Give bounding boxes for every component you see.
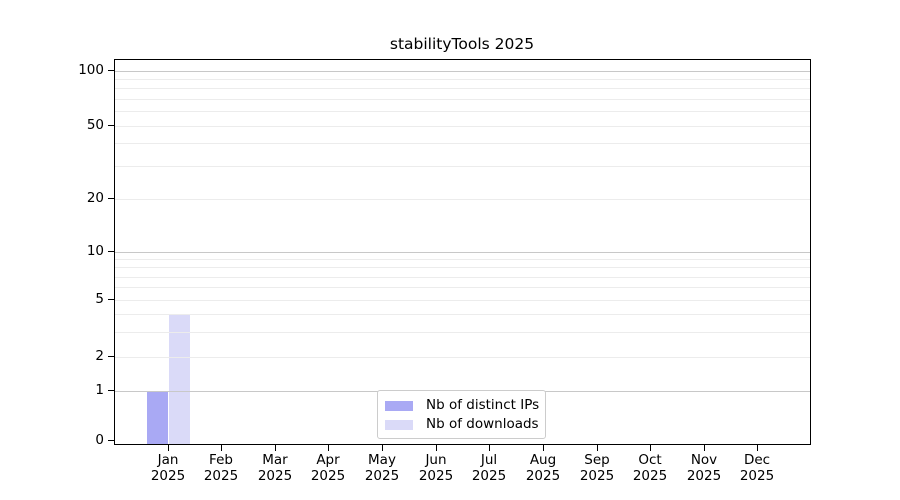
x-axis-tick — [221, 445, 222, 451]
x-axis-tick — [436, 445, 437, 451]
x-axis-tick — [650, 445, 651, 451]
x-axis-tick — [489, 445, 490, 451]
x-axis-tick — [275, 445, 276, 451]
y-axis-tick — [108, 198, 114, 199]
month-label: Oct 2025 — [632, 452, 668, 484]
y-axis-tick — [108, 299, 114, 300]
y-tick-label: 2 — [95, 348, 104, 364]
month-label: Jan 2025 — [150, 452, 186, 484]
minor-gridline — [115, 199, 810, 200]
major-gridline — [115, 71, 810, 72]
month-label: Sep 2025 — [579, 452, 615, 484]
y-tick-label: 10 — [86, 243, 104, 259]
chart-title: stabilityTools 2025 — [389, 35, 535, 53]
y-axis-tick — [108, 251, 114, 252]
minor-gridline — [115, 111, 810, 112]
minor-gridline — [115, 267, 810, 268]
minor-gridline — [115, 314, 810, 315]
y-tick-label: 50 — [86, 117, 104, 133]
legend-swatch-downloads — [385, 420, 413, 430]
minor-gridline — [115, 277, 810, 278]
minor-gridline — [115, 300, 810, 301]
minor-gridline — [115, 357, 810, 358]
minor-gridline — [115, 143, 810, 144]
y-axis-tick — [108, 440, 114, 441]
y-axis-tick — [108, 70, 114, 71]
x-axis-tick — [382, 445, 383, 451]
minor-gridline — [115, 332, 810, 333]
legend-label-distinct-ips: Nb of distinct IPs — [426, 397, 540, 413]
y-tick-label: 100 — [78, 62, 104, 78]
x-axis-tick — [704, 445, 705, 451]
x-axis-tick — [328, 445, 329, 451]
major-gridline — [115, 252, 810, 253]
legend: Nb of distinct IPs Nb of downloads — [377, 390, 546, 439]
minor-gridline — [115, 88, 810, 89]
x-axis-tick — [168, 445, 169, 451]
minor-gridline — [115, 126, 810, 127]
minor-gridline — [115, 287, 810, 288]
legend-swatch-distinct-ips — [385, 401, 413, 411]
y-tick-label: 1 — [95, 382, 104, 398]
x-axis-tick — [543, 445, 544, 451]
y-tick-label: 0 — [95, 432, 104, 448]
month-label: Nov 2025 — [686, 452, 722, 484]
bar-downloads — [169, 314, 190, 444]
month-label: Dec 2025 — [739, 452, 775, 484]
month-label: Aug 2025 — [525, 452, 561, 484]
y-axis-tick — [108, 390, 114, 391]
month-label: Feb 2025 — [203, 452, 239, 484]
x-axis-tick — [597, 445, 598, 451]
month-label: Jul 2025 — [471, 452, 507, 484]
minor-gridline — [115, 79, 810, 80]
legend-item-downloads: Nb of downloads — [378, 416, 545, 435]
legend-item-distinct-ips: Nb of distinct IPs — [378, 397, 545, 416]
month-label: Mar 2025 — [257, 452, 293, 484]
minor-gridline — [115, 259, 810, 260]
month-label: May 2025 — [364, 452, 400, 484]
plot-area — [114, 59, 811, 445]
minor-gridline — [115, 166, 810, 167]
y-tick-label: 20 — [86, 190, 104, 206]
y-axis-tick — [108, 356, 114, 357]
bar-distinct-ips — [147, 391, 168, 444]
legend-label-downloads: Nb of downloads — [426, 416, 539, 432]
month-label: Apr 2025 — [310, 452, 346, 484]
x-axis-tick — [757, 445, 758, 451]
y-tick-label: 5 — [95, 291, 104, 307]
month-label: Jun 2025 — [418, 452, 454, 484]
y-axis-tick — [108, 125, 114, 126]
minor-gridline — [115, 99, 810, 100]
